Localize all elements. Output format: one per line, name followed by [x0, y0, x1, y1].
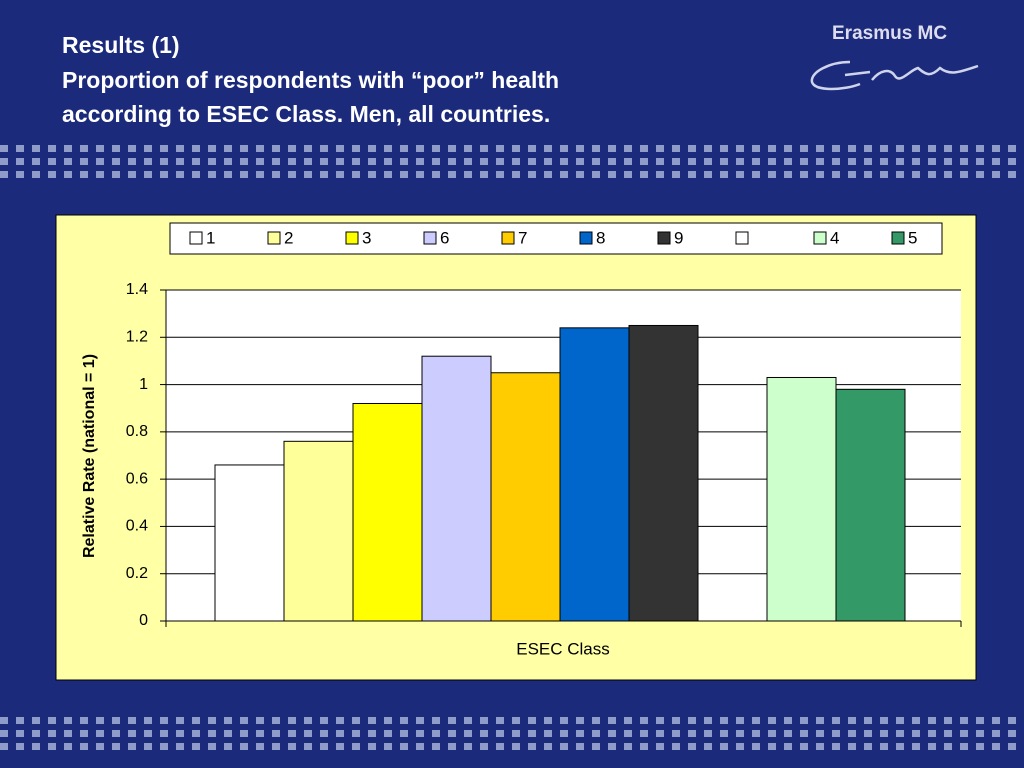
- legend-label: 5: [908, 228, 917, 247]
- legend-swatch: [657, 231, 671, 245]
- legend-swatch: [735, 231, 749, 245]
- legend-label: 4: [830, 228, 839, 247]
- legend-label: 1: [206, 228, 215, 247]
- bar: [559, 327, 630, 622]
- logo-script: [810, 60, 979, 91]
- bar: [421, 355, 492, 622]
- bar: [835, 388, 906, 622]
- y-tick-label: 0.2: [126, 565, 148, 582]
- y-tick-label: 0.8: [126, 423, 148, 440]
- y-tick-label: 0.6: [126, 470, 148, 487]
- slide-title: according to ESEC Class. Men, all countr…: [62, 101, 550, 127]
- bar: [214, 464, 285, 622]
- logo: Erasmus MC: [832, 23, 947, 44]
- legend-swatch: [579, 231, 593, 245]
- legend-swatch: [267, 231, 281, 245]
- legend-swatch: [501, 231, 515, 245]
- slide-title: Proportion of respondents with “poor” he…: [62, 67, 559, 93]
- dot-band: [0, 141, 1024, 180]
- legend-label: 7: [518, 228, 527, 247]
- legend-label: 8: [596, 228, 605, 247]
- bar: [490, 372, 561, 622]
- legend-swatch: [345, 231, 359, 245]
- bar: [283, 440, 354, 622]
- legend: [169, 222, 943, 255]
- dot-band: [0, 717, 1024, 756]
- y-tick-label: 1: [139, 376, 148, 393]
- legend-label: 9: [674, 228, 683, 247]
- x-axis-label: ESEC Class: [516, 639, 610, 658]
- bar: [352, 402, 423, 622]
- chart: 0 0.2 0.4 0.6 0.8 1 1.2 1.4 1 2 3 6 7 8 9 4 5: [126, 228, 962, 629]
- bar: [628, 324, 699, 622]
- legend-swatch: [189, 231, 203, 245]
- slide-title: Results (1): [62, 32, 180, 58]
- y-tick-label: 0.4: [126, 518, 148, 535]
- legend-swatch: [891, 231, 905, 245]
- legend-swatch: [423, 231, 437, 245]
- legend-swatch: [813, 231, 827, 245]
- legend-label: 3: [362, 228, 371, 247]
- legend-label: 6: [440, 228, 449, 247]
- legend-label: 2: [284, 228, 293, 247]
- bar: [766, 376, 837, 622]
- y-axis-label: Relative Rate (national = 1): [81, 354, 98, 558]
- y-tick-label: 0: [139, 612, 148, 629]
- y-tick-label: 1.2: [126, 329, 148, 346]
- y-tick-label: 1.4: [126, 281, 148, 298]
